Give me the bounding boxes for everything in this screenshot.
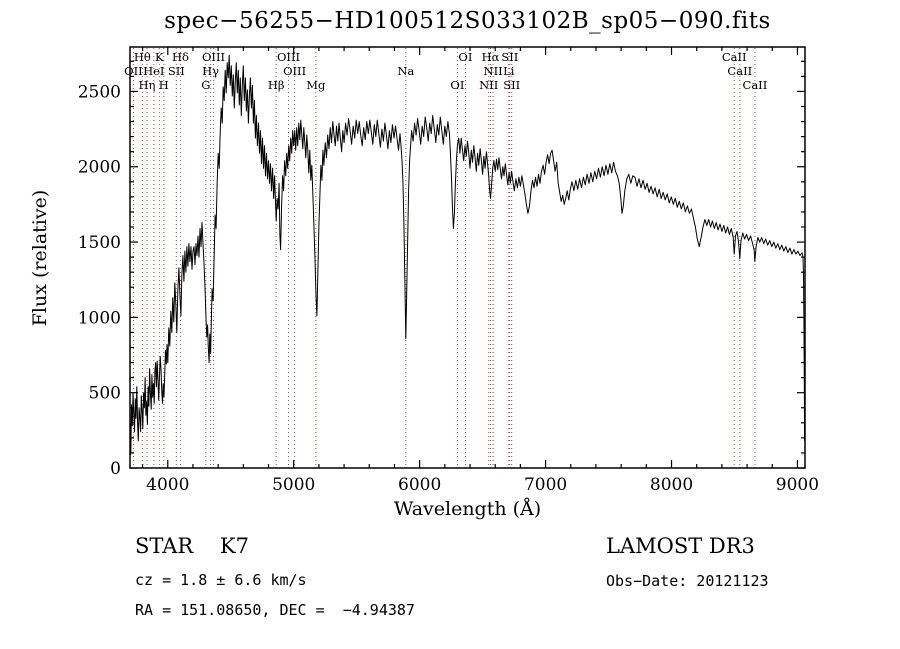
spectral-line-label-NII: NII xyxy=(484,64,503,78)
y-tick-label: 1500 xyxy=(78,233,121,253)
cz-velocity-label: cz = 1.8 ± 6.6 km/s xyxy=(135,571,307,589)
x-tick-label: 4000 xyxy=(146,475,189,495)
y-tick-labels: 0 500 1000 1500 2000 2500 xyxy=(78,82,121,479)
spectral-line-label-Na: Na xyxy=(397,64,414,78)
spectral-line-label-H: H xyxy=(159,78,169,92)
spectral-line-label-SII: SII xyxy=(501,50,518,64)
spectral-line-label-Hβ: Hβ xyxy=(268,78,285,92)
y-tick-label: 2000 xyxy=(78,158,121,178)
spectral-line-label-CaII: CaII xyxy=(727,64,752,78)
spectral-line-label-Hδ: Hδ xyxy=(172,50,189,64)
coordinates-label: RA = 151.08650, DEC = −4.94387 xyxy=(135,601,415,619)
y-tick-label: 1000 xyxy=(78,308,121,328)
spectrum-trace xyxy=(129,54,805,455)
x-tick-label: 7000 xyxy=(524,475,567,495)
x-axis-label: Wavelength (Å) xyxy=(393,498,542,520)
spectral-line-label-Mg: Mg xyxy=(306,78,326,92)
spectral-line-markers xyxy=(132,48,756,467)
spectral-line-labels: OIIHθHηHeIKHSIIHδGHγOIIIHβOIIIOIIIMgNaOI… xyxy=(124,50,767,92)
x-tick-label: 5000 xyxy=(272,475,315,495)
spectral-line-label-OI: OI xyxy=(450,78,464,92)
y-tick-label: 0 xyxy=(110,459,121,479)
spectral-line-label-CaII: CaII xyxy=(722,50,747,64)
spectral-line-label-SII: SII xyxy=(503,78,520,92)
x-tick-label: 6000 xyxy=(398,475,441,495)
spectral-line-label-Li: Li xyxy=(503,64,515,78)
spectral-line-label-G: G xyxy=(201,78,210,92)
spectral-line-label-SII: SII xyxy=(168,64,185,78)
spectral-line-label-OIII: OIII xyxy=(277,50,300,64)
obs-date-label: Obs−Date: 20121123 xyxy=(606,572,769,590)
plot-title: spec−56255−HD100512S033102B_sp05−090.fit… xyxy=(164,8,771,34)
spectral-line-label-Hη: Hη xyxy=(139,78,156,92)
axis-ticks xyxy=(130,47,805,469)
survey-label: LAMOST DR3 xyxy=(606,534,755,558)
x-tick-label: 8000 xyxy=(650,475,693,495)
spectral-line-label-OIII: OIII xyxy=(202,50,225,64)
y-tick-label: 2500 xyxy=(78,82,121,102)
object-class-label: STAR K7 xyxy=(135,534,249,558)
spectral-line-label-HeI: HeI xyxy=(143,64,164,78)
spectral-line-label-OII: OII xyxy=(124,64,143,78)
spectral-line-label-Hθ: Hθ xyxy=(134,50,151,64)
spectral-line-label-OI: OI xyxy=(458,50,472,64)
y-tick-label: 500 xyxy=(89,384,121,404)
spectral-line-label-OIII: OIII xyxy=(283,64,306,78)
spectral-line-label-CaII: CaII xyxy=(743,78,768,92)
spectral-line-label-NII: NII xyxy=(479,78,498,92)
y-axis-label: Flux (relative) xyxy=(29,189,51,327)
spectral-line-label-Hγ: Hγ xyxy=(202,64,219,78)
plot-border xyxy=(129,46,806,469)
x-tick-labels: 4000 5000 6000 7000 8000 9000 xyxy=(146,475,819,495)
x-tick-label: 9000 xyxy=(776,475,819,495)
spectral-line-label-Hα: Hα xyxy=(482,50,500,64)
spectral-line-label-K: K xyxy=(155,50,164,64)
